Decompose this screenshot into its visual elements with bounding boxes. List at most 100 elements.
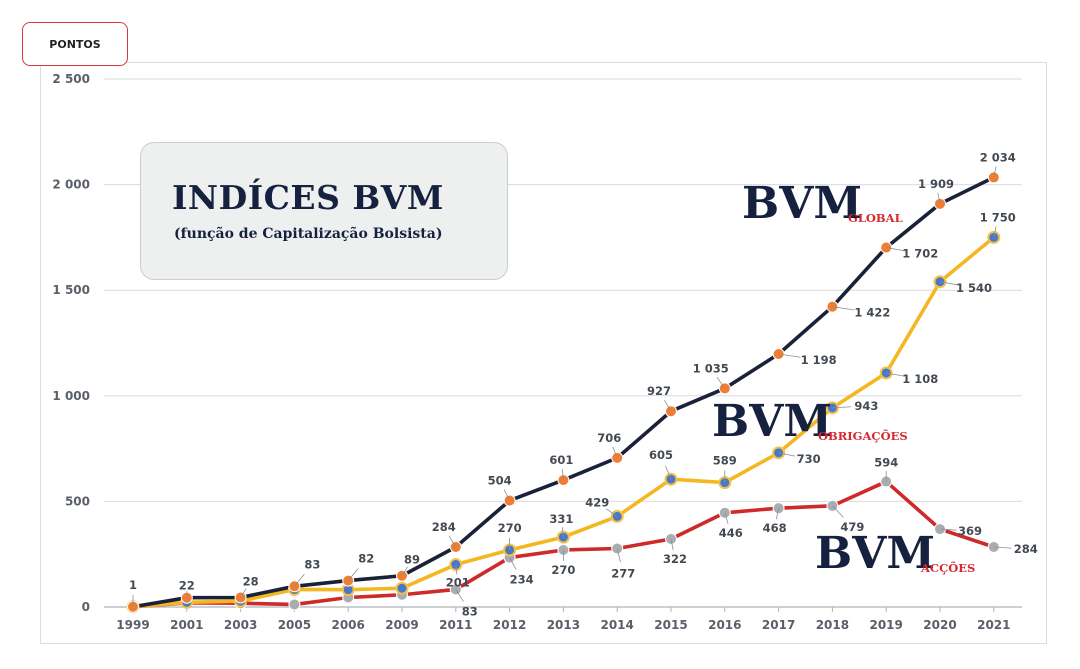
leader-line — [993, 226, 997, 238]
data-label-global: 927 — [647, 384, 671, 398]
x-tick-label: 2018 — [816, 618, 849, 632]
leader-line — [401, 566, 408, 576]
x-tick-label: 2014 — [600, 618, 633, 632]
x-tick-label: 2003 — [224, 618, 257, 632]
data-label-global: 1 702 — [902, 247, 938, 261]
leader-line — [503, 489, 510, 501]
data-label-global: 1 — [129, 578, 137, 592]
x-tick-label: 2021 — [977, 618, 1010, 632]
y-axis-ticks: 0 500 1 000 1 500 2 000 2 500 — [52, 72, 90, 614]
data-label-accoes: 446 — [719, 526, 743, 540]
x-tick-label: 2019 — [869, 618, 902, 632]
leader-line — [665, 465, 672, 480]
data-label-accoes: 369 — [958, 524, 982, 538]
data-label-global: 284 — [432, 520, 456, 534]
data-label-global: 1 198 — [801, 353, 837, 367]
x-axis-ticks: 1999 2001 2003 2005 2006 2009 2011 2012 2013 2014… — [116, 607, 1011, 632]
x-tick-label: 2009 — [385, 618, 418, 632]
data-label-obrigacoes: 589 — [713, 454, 737, 468]
data-label-global: 1 422 — [854, 306, 890, 320]
leader-line — [886, 372, 905, 377]
x-tick-label: 2015 — [654, 618, 687, 632]
y-tick-label: 0 — [82, 600, 90, 614]
x-tick-label: 2012 — [493, 618, 526, 632]
data-label-obrigacoes: 331 — [549, 512, 573, 526]
x-tick-label: 1999 — [116, 618, 149, 632]
leader-line — [937, 192, 941, 204]
data-point-accoes — [288, 598, 301, 611]
series-name-main: BVM — [742, 178, 862, 229]
data-label-accoes: 277 — [611, 566, 635, 580]
leader-line — [616, 548, 621, 563]
leader-line — [605, 508, 618, 517]
leader-line — [832, 505, 844, 518]
leader-line — [240, 588, 247, 598]
leader-line — [776, 508, 779, 520]
unit-label: PONTOS — [22, 22, 128, 66]
x-tick-label: 2020 — [923, 618, 956, 632]
data-label-global: 89 — [404, 553, 420, 567]
leader-line — [347, 568, 359, 581]
data-label-obrigacoes: 201 — [446, 576, 470, 590]
leader-line — [993, 546, 1012, 549]
data-labels: 83 234 270 277 322 446 468 479 594 369 284 201 270 33… — [129, 150, 1038, 618]
y-tick-label: 2 500 — [52, 72, 90, 86]
data-label-global: 706 — [597, 431, 621, 445]
data-label-global: 504 — [488, 474, 512, 488]
leader-line — [832, 406, 852, 409]
data-label-obrigacoes: 429 — [585, 495, 609, 509]
x-tick-label: 2017 — [762, 618, 795, 632]
y-tick-label: 500 — [65, 494, 90, 508]
data-label-obrigacoes: 270 — [498, 521, 522, 535]
data-label-accoes: 83 — [462, 604, 478, 618]
title-box — [140, 142, 508, 280]
chart-subtitle: (função de Capitalização Bolsista) — [174, 226, 443, 242]
x-tick-label: 2006 — [331, 618, 364, 632]
leader-line — [724, 512, 729, 524]
data-label-accoes: 234 — [510, 573, 534, 587]
series-name-subscript: OBRIGAÇÕES — [818, 429, 908, 443]
data-label-obrigacoes: 1 540 — [956, 281, 992, 295]
leader-line — [939, 528, 957, 531]
data-label-obrigacoes: 1 108 — [902, 372, 938, 386]
leader-line — [561, 469, 564, 481]
grid-layer — [104, 78, 1022, 608]
x-tick-label: 2013 — [547, 618, 580, 632]
data-label-accoes: 322 — [663, 552, 687, 566]
data-label-accoes: 594 — [874, 456, 898, 470]
data-label-global: 1 909 — [918, 177, 954, 191]
leader-line — [448, 535, 457, 548]
leader-line — [993, 166, 997, 178]
leader-line — [778, 353, 801, 358]
leader-line — [939, 281, 959, 286]
data-label-global: 22 — [179, 579, 195, 593]
leader-line — [886, 247, 905, 252]
data-label-global: 2 034 — [980, 150, 1016, 164]
series-name-main: BVM — [815, 528, 935, 579]
chart-frame — [40, 62, 1047, 644]
leader-line — [832, 306, 855, 311]
data-label-obrigacoes: 1 750 — [980, 210, 1016, 224]
series-name-main: BVM — [712, 396, 832, 447]
y-tick-label: 2 000 — [52, 178, 90, 192]
leader-line — [509, 557, 517, 570]
data-point-obrigacoes — [395, 581, 409, 595]
data-label-accoes: 468 — [763, 521, 787, 535]
leader-line — [455, 564, 458, 575]
leader-line — [455, 589, 464, 602]
y-tick-label: 1 500 — [52, 283, 90, 297]
leader-line — [664, 400, 672, 412]
data-label-accoes: 284 — [1014, 542, 1038, 556]
data-label-obrigacoes: 730 — [797, 452, 821, 466]
leader-line — [670, 538, 674, 551]
data-label-global: 1 035 — [693, 361, 729, 375]
leader-line — [294, 573, 305, 587]
data-label-obrigacoes: 605 — [649, 448, 673, 462]
x-tick-label: 2005 — [278, 618, 311, 632]
data-label-global: 28 — [243, 574, 259, 588]
data-label-global: 601 — [549, 453, 573, 467]
